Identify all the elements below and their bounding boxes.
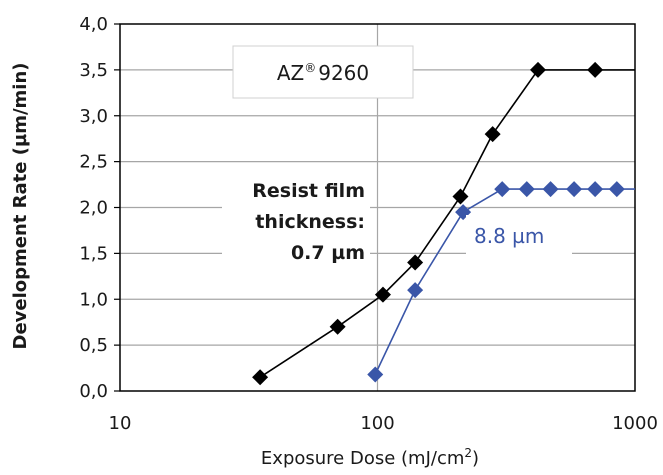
annotation-line-1: Resist film <box>252 180 365 202</box>
y-tick-labels: 0,0 0,5 1,0 1,5 2,0 2,5 3,0 3,5 4,0 <box>79 14 120 402</box>
x-axis-title-main: Exposure Dose (mJ/cm <box>261 448 464 469</box>
data-point-marker <box>452 188 469 205</box>
data-point-marker <box>367 366 384 383</box>
data-point-marker <box>252 369 269 386</box>
product-model: 9260 <box>318 61 369 85</box>
data-point-marker <box>329 318 346 335</box>
data-point-marker <box>374 286 391 303</box>
data-point-marker <box>587 61 604 78</box>
annotation-line-3: 0.7 µm <box>291 242 365 264</box>
product-label: AZ® 9260 <box>277 61 369 85</box>
data-point-marker <box>407 282 424 299</box>
x-tick-labels: 10 100 1000 <box>109 413 658 434</box>
y-tick-label: 0,0 <box>79 381 108 402</box>
x-tick-label: 10 <box>109 413 132 434</box>
y-tick-label: 2,5 <box>79 152 108 173</box>
y-tick-label: 2,0 <box>79 198 108 219</box>
data-point-marker <box>518 181 535 198</box>
x-axis-title-end: ) <box>472 448 479 469</box>
registered-mark: ® <box>304 61 316 75</box>
y-tick-label: 4,0 <box>79 14 108 35</box>
y-tick-label: 3,0 <box>79 106 108 127</box>
series-label-8-8: 8.8 µm <box>474 224 544 248</box>
y-tick-label: 1,0 <box>79 289 108 310</box>
x-axis-title: Exposure Dose (mJ/cm2) <box>261 446 479 469</box>
x-tick-label: 1000 <box>612 413 658 434</box>
data-point-marker <box>494 181 511 198</box>
product-brand: AZ <box>277 61 304 85</box>
annotation-bg <box>222 173 370 269</box>
x-axis-title-sup: 2 <box>464 446 472 460</box>
y-tick-label: 0,5 <box>79 335 108 356</box>
y-axis-title: Development Rate (µm/min) <box>10 62 31 349</box>
data-point-marker <box>484 126 501 143</box>
gridlines <box>120 24 635 391</box>
data-point-marker <box>587 181 604 198</box>
product-box <box>232 45 414 99</box>
series-line-1 <box>374 188 635 375</box>
data-point-marker <box>529 61 546 78</box>
data-point-marker <box>566 181 583 198</box>
data-point-marker <box>542 181 559 198</box>
series-label-bg <box>466 215 572 255</box>
y-tick-label: 3,5 <box>79 60 108 81</box>
y-tick-label: 1,5 <box>79 243 108 264</box>
data-point-marker <box>608 181 625 198</box>
x-tick-label: 100 <box>360 413 394 434</box>
data-point-marker <box>407 254 424 271</box>
annotation-line-2: thickness: <box>255 211 365 233</box>
